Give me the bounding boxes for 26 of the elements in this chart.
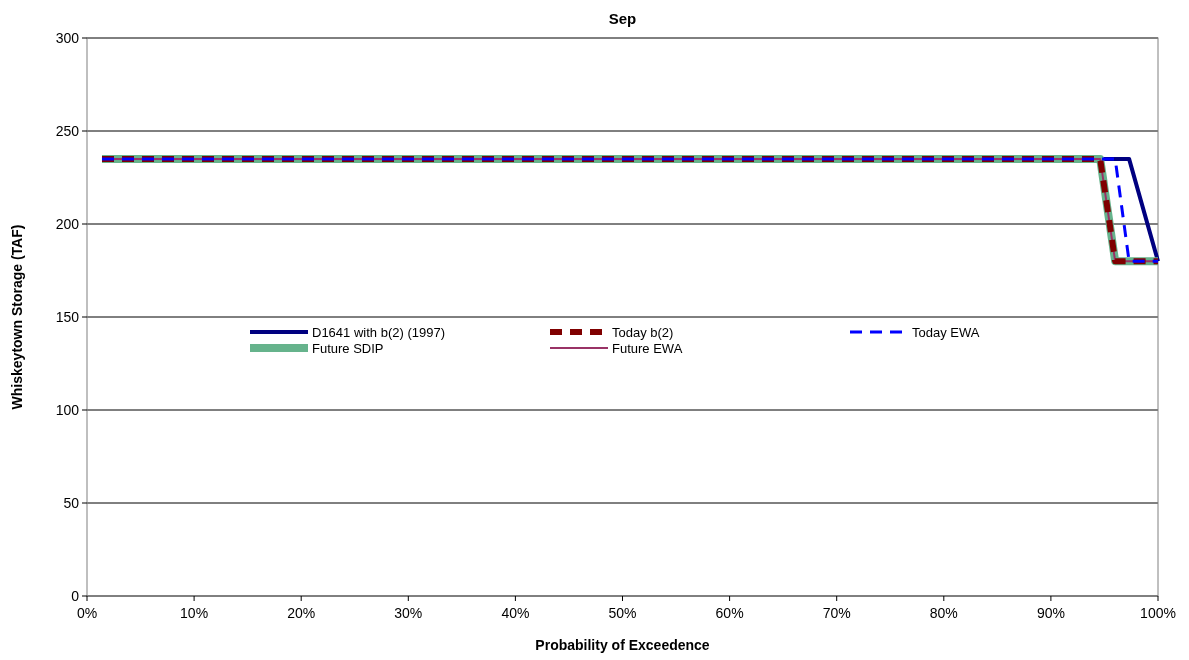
y-tick-label: 250 [55, 123, 80, 139]
legend-label: Future SDIP [312, 341, 384, 356]
legend-label: Future EWA [612, 341, 683, 356]
y-tick-label: 200 [55, 216, 80, 232]
legend-label: Today EWA [912, 325, 980, 340]
legend-label: Today b(2) [612, 325, 674, 340]
x-tick-label: 70% [822, 605, 851, 621]
x-tick-label: 10% [180, 605, 209, 621]
x-tick-label: 50% [608, 605, 637, 621]
x-tick-label: 40% [501, 605, 530, 621]
x-axis-title: Probability of Exceedence [535, 637, 710, 653]
y-tick-label: 300 [55, 30, 80, 46]
x-tick-label: 80% [929, 605, 958, 621]
y-tick-label: 150 [55, 309, 80, 325]
x-tick-label: 0% [76, 605, 98, 621]
y-axis-title: Whiskeytown Storage (TAF) [9, 224, 25, 410]
y-tick-label: 50 [63, 495, 80, 511]
chart-title: Sep [608, 10, 637, 27]
legend-label: D1641 with b(2) (1997) [312, 325, 445, 340]
x-tick-label: 100% [1140, 605, 1176, 621]
x-tick-label: 30% [394, 605, 423, 621]
x-tick-label: 90% [1036, 605, 1065, 621]
x-tick-label: 20% [287, 605, 316, 621]
x-tick-label: 60% [715, 605, 744, 621]
y-tick-label: 0 [71, 588, 80, 604]
y-tick-label: 100 [55, 402, 80, 418]
